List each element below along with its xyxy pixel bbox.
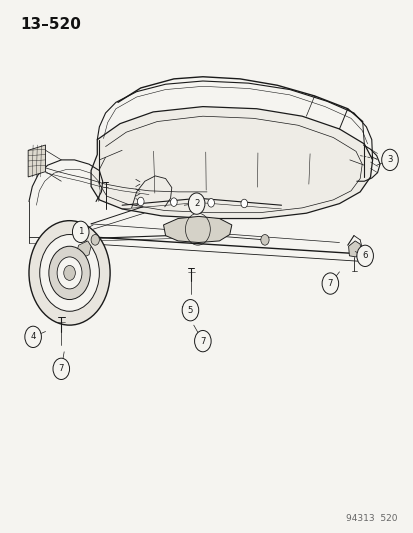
Polygon shape xyxy=(91,107,372,219)
Circle shape xyxy=(25,326,41,348)
Polygon shape xyxy=(348,241,360,257)
Circle shape xyxy=(137,197,144,206)
Polygon shape xyxy=(28,145,45,177)
Circle shape xyxy=(49,246,90,300)
Text: 94313  520: 94313 520 xyxy=(345,514,396,523)
Circle shape xyxy=(57,257,82,289)
Circle shape xyxy=(40,235,99,311)
Polygon shape xyxy=(163,216,231,243)
Text: 7: 7 xyxy=(58,365,64,373)
Text: 1: 1 xyxy=(78,228,83,236)
Polygon shape xyxy=(75,241,91,258)
Text: 4: 4 xyxy=(30,333,36,341)
Text: 3: 3 xyxy=(386,156,392,164)
Text: 13–520: 13–520 xyxy=(21,17,81,32)
Circle shape xyxy=(188,193,204,214)
Circle shape xyxy=(91,235,99,245)
Text: 7: 7 xyxy=(327,279,332,288)
Circle shape xyxy=(64,265,75,280)
Circle shape xyxy=(170,198,177,206)
Circle shape xyxy=(207,199,214,207)
Circle shape xyxy=(29,221,110,325)
Circle shape xyxy=(381,149,397,171)
Circle shape xyxy=(356,245,373,266)
Text: 5: 5 xyxy=(187,306,193,314)
Circle shape xyxy=(182,300,198,321)
Circle shape xyxy=(194,330,211,352)
Circle shape xyxy=(260,235,268,245)
Text: 6: 6 xyxy=(361,252,367,260)
Text: 7: 7 xyxy=(199,337,205,345)
Text: 2: 2 xyxy=(193,199,199,208)
Circle shape xyxy=(72,221,89,243)
Circle shape xyxy=(240,199,247,208)
Circle shape xyxy=(321,273,338,294)
Circle shape xyxy=(53,358,69,379)
